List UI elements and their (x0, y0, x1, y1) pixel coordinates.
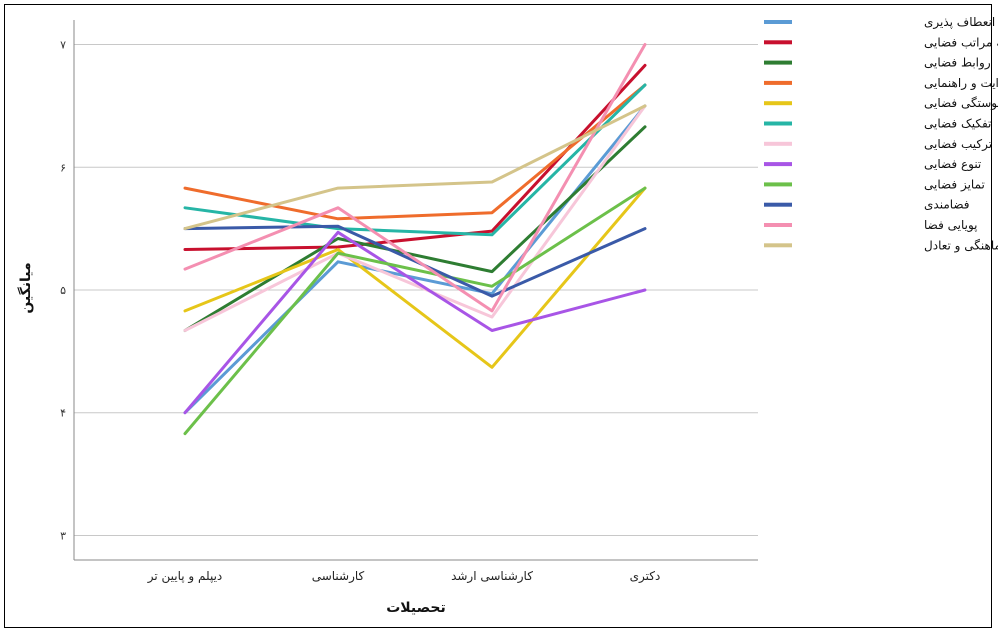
tick-labels: ۳ ۴ ۵ ۶ ۷ دیپلم و پایین تر کارشناسی کارشناسی ار… (60, 39, 660, 584)
legend-swatch (764, 20, 792, 24)
series-line-2 (183, 125, 647, 332)
legend-swatch (764, 60, 792, 65)
series-line-3 (183, 83, 647, 221)
legend-swatch (764, 202, 792, 207)
gridlines (74, 44, 758, 536)
x-tick-label: کارشناسی ارشد (451, 569, 533, 584)
legend-label: تنوع فضایی (924, 157, 981, 172)
legend-label: تفکیک فضایی (924, 117, 991, 131)
y-tick-label: ۴ (60, 407, 66, 420)
chart-frame (4, 4, 992, 628)
series-line-1 (183, 63, 647, 251)
legend-label: پیوستگی فضایی (924, 96, 998, 111)
legend-swatch (764, 80, 792, 85)
y-tick-label: ۳ (60, 529, 66, 542)
series-line-4 (183, 186, 647, 369)
x-tick-label: کارشناسی (312, 569, 365, 584)
series-lines (183, 43, 647, 436)
series-line-6 (183, 104, 647, 332)
legend-swatch (764, 162, 792, 167)
legend-label: ترکیب فضایی (924, 137, 992, 152)
legend-swatch (764, 223, 792, 227)
legend-swatch (764, 121, 792, 126)
x-axis-title: تحصیلات (386, 600, 446, 616)
y-axis-title: میانگین (17, 262, 34, 313)
legend-label: تمایز فضایی (924, 177, 985, 192)
legend-label: انعطاف پذیری (924, 15, 995, 30)
y-tick-label: ۷ (60, 39, 66, 52)
series-line-8 (183, 186, 647, 436)
y-tick-label: ۶ (60, 161, 66, 174)
legend-swatch (764, 40, 792, 45)
series-line-11 (183, 104, 647, 231)
axes (73, 20, 758, 561)
legend-label: هدایت و راهنمایی (924, 76, 998, 91)
legend-swatch (764, 243, 792, 248)
series-line-10 (183, 43, 647, 313)
legend-swatch (764, 101, 792, 106)
x-tick-label: دیپلم و پایین تر (147, 569, 223, 584)
series-line-7 (183, 230, 647, 415)
legend-label: روابط فضایی (924, 56, 991, 71)
legend-label: هماهنگی و تعادل (924, 238, 998, 253)
series-line-5 (183, 83, 647, 237)
legend: انعطاف پذیری سلسله مراتب فضایی روابط فضایی… (764, 15, 998, 253)
x-tick-label: دکتری (630, 569, 661, 584)
y-tick-label: ۵ (60, 284, 66, 297)
legend-swatch (764, 141, 792, 146)
legend-label: پویایی فضا (924, 218, 978, 233)
legend-label: فضامندی (924, 198, 970, 212)
legend-label: سلسله مراتب فضایی (924, 35, 998, 50)
legend-swatch (764, 182, 792, 187)
